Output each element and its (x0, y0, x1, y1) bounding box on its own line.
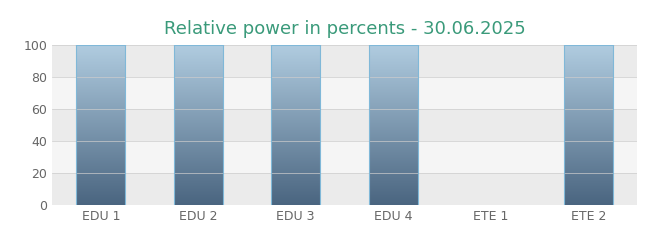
Title: Relative power in percents - 30.06.2025: Relative power in percents - 30.06.2025 (164, 20, 525, 38)
Bar (52, 109, 637, 141)
Bar (52, 173, 637, 205)
Bar (52, 45, 637, 77)
Bar (52, 141, 637, 173)
Bar (52, 77, 637, 109)
